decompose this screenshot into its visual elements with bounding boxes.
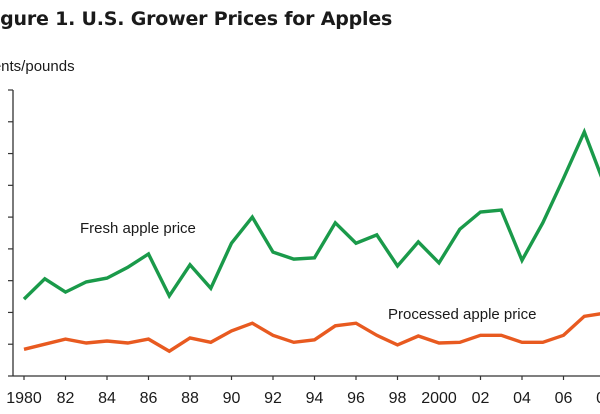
x-tick-label: 02	[472, 390, 490, 407]
x-tick-label: 1980	[6, 390, 42, 407]
fresh-series-label: Fresh apple price	[80, 220, 196, 237]
axes: 1980 82 84 86 88 90 92 94 96 98 2000 02 04 06 08	[6, 89, 600, 407]
x-tick-label: 08	[596, 390, 600, 407]
x-tick-label: 2000	[421, 390, 457, 407]
processed-apple-price-line	[23, 312, 600, 354]
chart-title: Figure 1. U.S. Grower Prices for Apples	[0, 8, 393, 30]
x-tick-label: 94	[306, 390, 324, 407]
processed-series-label: Processed apple price	[388, 306, 536, 323]
x-tick-label: 92	[264, 390, 282, 407]
x-tick-label: 90	[223, 390, 241, 407]
x-tick-label: 98	[389, 390, 407, 407]
y-axis-label: Cents/pounds	[0, 58, 75, 75]
fresh-apple-price-line	[22, 127, 600, 301]
series-labels: Fresh apple price Processed apple price	[80, 220, 536, 323]
x-tick-label: 84	[98, 390, 116, 407]
x-tick-label: 82	[57, 390, 75, 407]
x-tick-label: 96	[347, 390, 365, 407]
x-tick-label: 04	[513, 390, 531, 407]
x-tick-label: 86	[140, 390, 158, 407]
x-tick-label: 06	[555, 390, 573, 407]
x-tick-label: 88	[181, 390, 199, 407]
series-lines	[22, 127, 600, 354]
